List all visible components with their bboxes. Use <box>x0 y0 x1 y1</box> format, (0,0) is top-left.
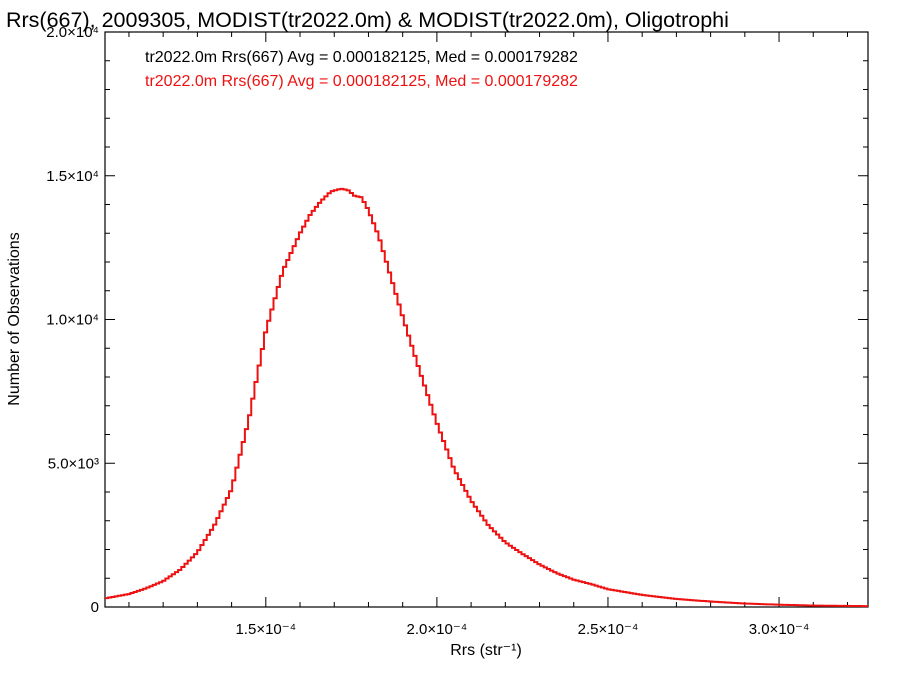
stats-annotation: tr2022.0m Rrs(667) Avg = 0.000182125, Me… <box>145 73 578 90</box>
y-tick-label: 0 <box>91 599 99 616</box>
x-axis-label: Rrs (str⁻¹) <box>450 642 522 659</box>
annotations-group: tr2022.0m Rrs(667) Avg = 0.000182125, Me… <box>145 49 578 90</box>
stats-annotation: tr2022.0m Rrs(667) Avg = 0.000182125, Me… <box>145 49 578 66</box>
x-tick-label: 3.0×10⁻⁴ <box>749 621 810 638</box>
series-group <box>105 187 868 608</box>
y-tick-label: 1.0×10⁴ <box>46 312 99 329</box>
x-axis: 1.5×10⁻⁴ 2.0×10⁻⁴ 2.5×10⁻⁴ 3.0×10⁻⁴ <box>128 32 848 638</box>
y-tick-label: 1.5×10⁴ <box>46 168 99 185</box>
y-tick-label: 2.0×10⁴ <box>46 24 99 41</box>
x-tick-label: 1.5×10⁻⁴ <box>235 621 296 638</box>
chart-title: Rrs(667), 2009305, MODIST(tr2022.0m) & M… <box>6 8 729 32</box>
y-axis-label: Number of Observations <box>6 232 23 405</box>
x-tick-label: 2.0×10⁻⁴ <box>407 621 468 638</box>
y-tick-label: 5.0×10³ <box>48 455 99 472</box>
y-axis: 0 5.0×10³ 1.0×10⁴ 1.5×10⁴ 2.0×10⁴ <box>46 24 868 616</box>
x-tick-label: 2.5×10⁻⁴ <box>578 621 639 638</box>
histogram-series-line <box>105 187 868 608</box>
